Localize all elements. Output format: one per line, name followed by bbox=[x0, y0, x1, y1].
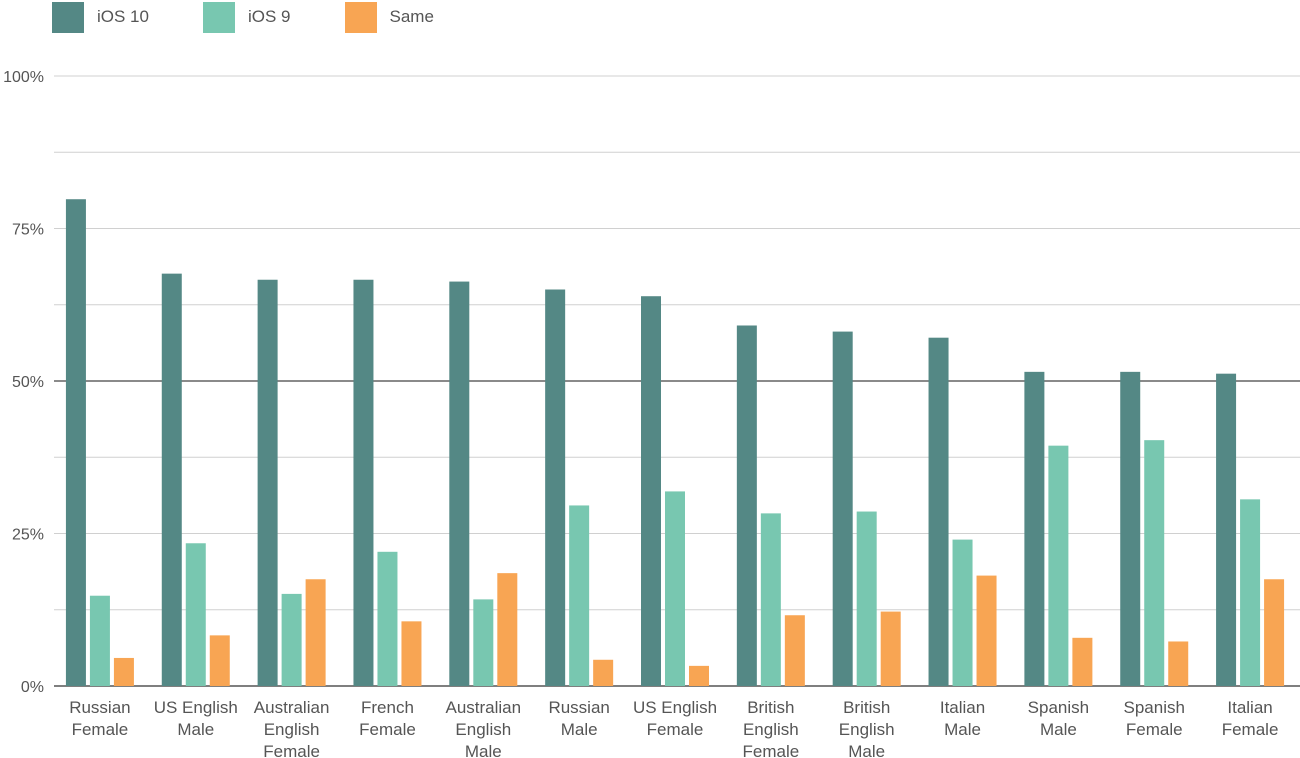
bar-ios10 bbox=[641, 296, 661, 686]
legend-label-ios10: iOS 10 bbox=[97, 7, 149, 26]
y-tick-label: 25% bbox=[12, 527, 44, 544]
bar-same bbox=[1168, 641, 1189, 686]
bar-ios10 bbox=[545, 289, 566, 686]
bar-same bbox=[497, 573, 518, 686]
bar-ios10 bbox=[161, 273, 182, 686]
y-tick-label: 0% bbox=[21, 679, 44, 696]
x-category-label: British bbox=[747, 698, 794, 717]
x-category-label: Italian bbox=[940, 698, 985, 717]
x-category-label: English bbox=[839, 720, 895, 739]
x-category-label: English bbox=[264, 720, 320, 739]
x-category-label: Spanish bbox=[1028, 698, 1089, 717]
bar-ios10 bbox=[928, 337, 949, 686]
legend: iOS 10 iOS 9 Same bbox=[52, 0, 488, 34]
x-category-label: US English bbox=[154, 698, 238, 717]
bar-ios9 bbox=[1048, 445, 1069, 686]
bar-same bbox=[305, 579, 326, 686]
bar-ios9 bbox=[760, 513, 781, 686]
bar-ios10 bbox=[353, 279, 374, 686]
x-category-label: Australian bbox=[254, 698, 330, 717]
x-category-label: French bbox=[361, 698, 414, 717]
bar-ios9 bbox=[952, 539, 973, 686]
x-category-label: Spanish bbox=[1124, 698, 1185, 717]
bar-ios9 bbox=[377, 551, 398, 686]
x-category-label: Male bbox=[944, 720, 981, 739]
x-category-label: Female bbox=[72, 720, 129, 739]
legend-label-same: Same bbox=[389, 7, 434, 26]
legend-swatch-ios9 bbox=[202, 1, 235, 33]
legend-swatch-ios10 bbox=[52, 1, 84, 33]
bar-ios9 bbox=[665, 491, 685, 686]
bar-ios10 bbox=[1120, 371, 1141, 686]
bar-ios9 bbox=[281, 593, 302, 686]
bar-ios9 bbox=[569, 505, 590, 686]
x-category-label: Male bbox=[848, 742, 885, 758]
bar-ios9 bbox=[1144, 440, 1165, 686]
x-category-label: English bbox=[455, 720, 511, 739]
x-category-label: Female bbox=[359, 720, 416, 739]
bar-ios10 bbox=[449, 281, 470, 686]
bar-ios9 bbox=[89, 595, 110, 686]
x-category-label: Russian bbox=[548, 698, 609, 717]
bar-ios9 bbox=[473, 599, 494, 686]
x-category-label: Australian bbox=[446, 698, 522, 717]
bar-ios10 bbox=[1024, 371, 1045, 686]
x-category-label: English bbox=[743, 720, 799, 739]
y-tick-label: 75% bbox=[12, 222, 44, 239]
bar-same bbox=[689, 665, 709, 686]
x-category-label: Male bbox=[1040, 720, 1077, 739]
x-category-label: Male bbox=[561, 720, 598, 739]
bar-same bbox=[113, 657, 134, 686]
bar-same bbox=[784, 615, 805, 686]
bar-same bbox=[880, 611, 901, 686]
x-category-label: Male bbox=[465, 742, 502, 758]
x-category-label: Italian bbox=[1227, 698, 1272, 717]
x-category-label: British bbox=[843, 698, 890, 717]
x-category-label: Female bbox=[1126, 720, 1183, 739]
y-tick-label: 100% bbox=[3, 69, 44, 86]
y-tick-label: 50% bbox=[12, 374, 44, 391]
legend-swatch-same bbox=[344, 1, 377, 33]
x-category-label: Male bbox=[177, 720, 214, 739]
bar-ios9 bbox=[856, 511, 877, 686]
bar-same bbox=[976, 575, 997, 686]
legend-item-same: Same bbox=[344, 1, 434, 33]
bar-ios9 bbox=[1240, 499, 1261, 686]
x-category-label: US English bbox=[633, 698, 717, 717]
bar-same bbox=[1264, 579, 1285, 686]
legend-item-ios9: iOS 9 bbox=[202, 1, 291, 33]
bar-ios10 bbox=[1216, 373, 1237, 686]
bar-ios10 bbox=[736, 325, 757, 686]
legend-label-ios9: iOS 9 bbox=[247, 7, 291, 26]
x-category-label: Russian bbox=[69, 698, 130, 717]
x-category-label: Female bbox=[647, 720, 704, 739]
bar-same bbox=[401, 621, 422, 686]
x-category-label: Female bbox=[263, 742, 320, 758]
x-category-label: Female bbox=[1222, 720, 1279, 739]
bar-ios10 bbox=[257, 279, 278, 686]
bar-same bbox=[209, 635, 230, 686]
bar-ios10 bbox=[65, 199, 86, 686]
bar-same bbox=[1072, 637, 1093, 686]
bar-ios9 bbox=[185, 543, 206, 686]
legend-item-ios10: iOS 10 bbox=[52, 1, 149, 33]
bar-ios10 bbox=[832, 331, 853, 686]
x-category-label: Female bbox=[743, 742, 800, 758]
bar-same bbox=[593, 659, 614, 686]
